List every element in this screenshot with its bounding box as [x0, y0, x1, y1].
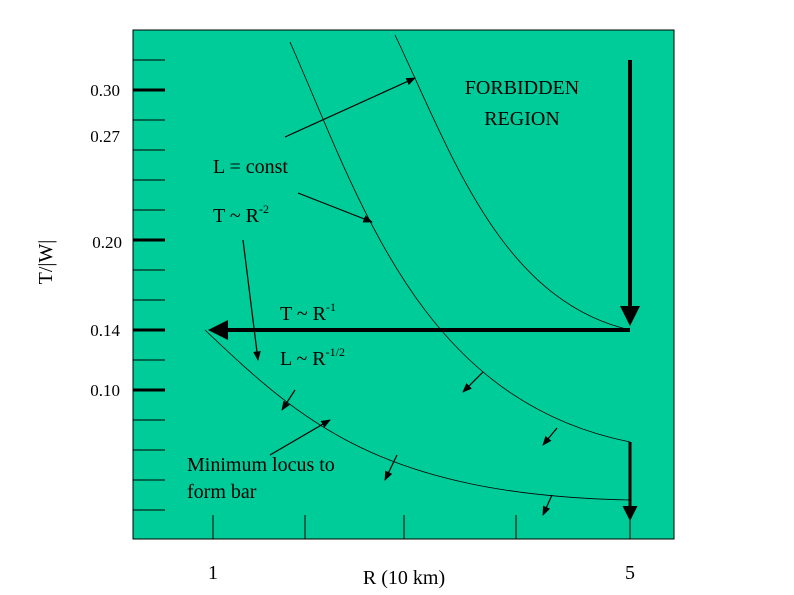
- annotation: T ~ R-1: [280, 300, 336, 325]
- annotation-text: T ~ R: [213, 205, 260, 227]
- annotation: form bar: [187, 481, 257, 503]
- y-tick-label: 0.14: [90, 321, 120, 340]
- curves: [204, 34, 631, 501]
- pointer-arrows: [242, 77, 558, 516]
- thick-arrows: [208, 60, 640, 521]
- curve: [289, 41, 631, 443]
- y-tick-label: 0.30: [90, 81, 120, 100]
- annotation: L = const: [213, 156, 288, 178]
- annotation-text: L ~ R: [280, 348, 326, 370]
- curve: [204, 329, 631, 501]
- y-tick-label: 0.20: [92, 233, 122, 252]
- x-tick-label: 5: [625, 562, 635, 584]
- y-tick-label: 0.27: [90, 127, 120, 146]
- x-tick-label: 1: [208, 562, 218, 584]
- annotation: REGION: [484, 108, 560, 130]
- annotation: T ~ R-2: [213, 202, 269, 227]
- plot-area: [132, 29, 675, 540]
- annotation-sup: -1/2: [326, 345, 345, 359]
- annotation-sup: -2: [259, 202, 269, 216]
- annotation-sup: -1: [326, 300, 336, 314]
- y-tick-label: 0.10: [90, 381, 120, 400]
- annotation-text: T ~ R: [280, 303, 327, 325]
- y-axis-label: T/|W|: [35, 240, 57, 285]
- annotation: FORBIDDEN: [465, 77, 579, 99]
- curve: [394, 34, 631, 331]
- x-axis-label: R (10 km): [363, 567, 445, 589]
- annotation: Minimum locus to: [187, 454, 335, 476]
- annotation: L ~ R-1/2: [280, 345, 345, 370]
- y-ticks: [133, 59, 165, 511]
